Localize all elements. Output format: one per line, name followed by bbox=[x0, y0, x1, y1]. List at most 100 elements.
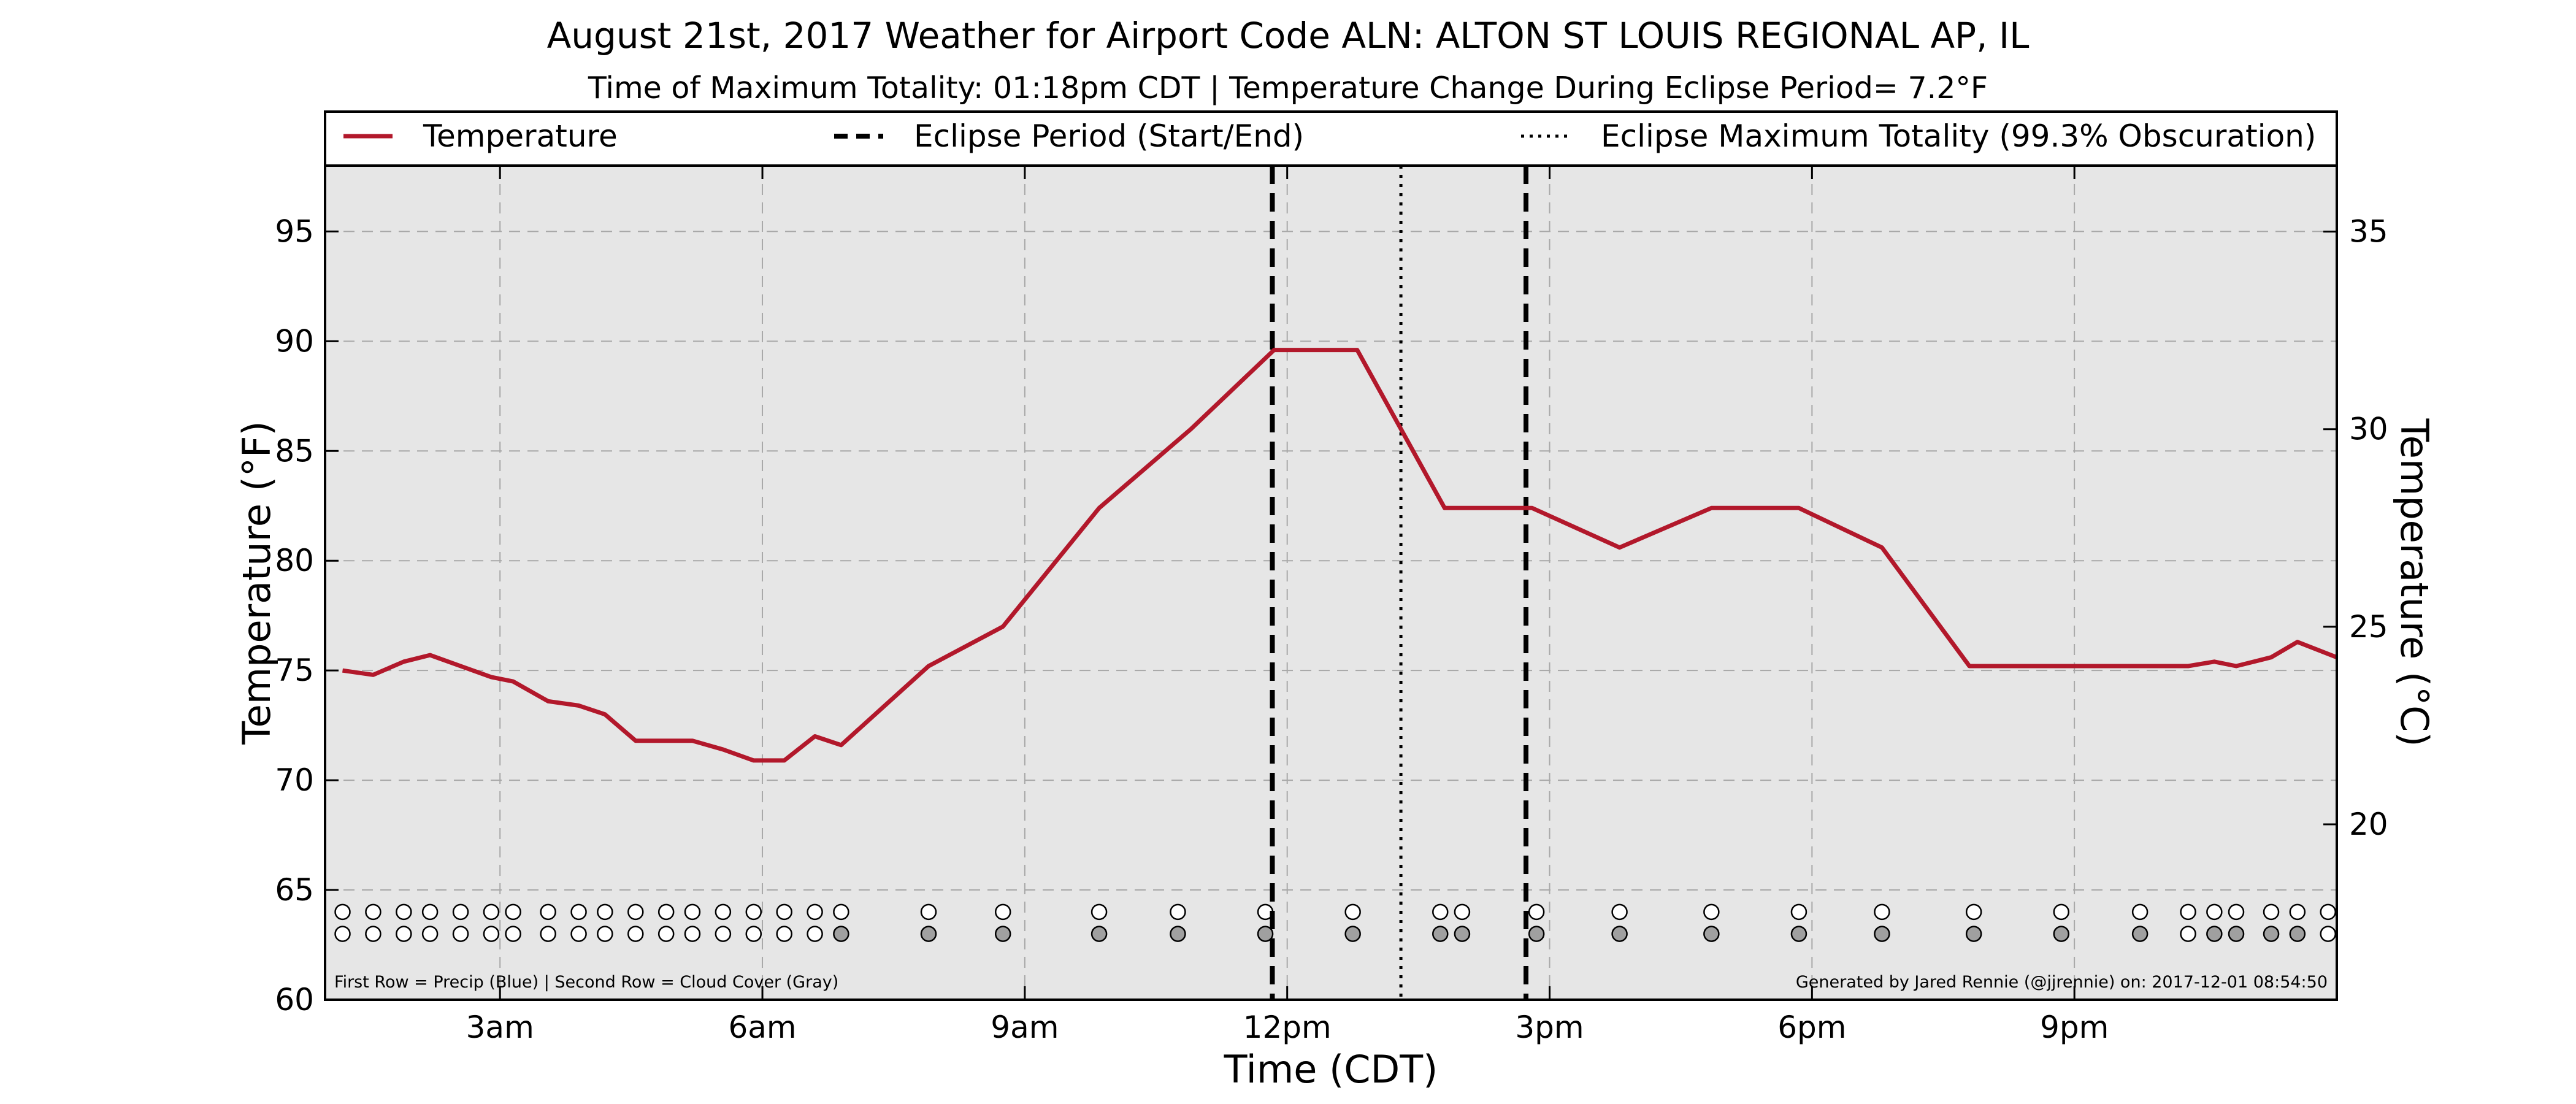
x-tick-label: 6am bbox=[728, 1010, 796, 1045]
precip-marker bbox=[627, 903, 644, 921]
chart-title: August 21st, 2017 Weather for Airport Co… bbox=[547, 15, 2030, 56]
cloud-cover-marker bbox=[540, 926, 556, 942]
cloud-cover-marker bbox=[2131, 926, 2149, 942]
y-right-tick-label: 35 bbox=[2349, 214, 2388, 250]
cloud-cover-marker bbox=[1611, 926, 1628, 942]
cloud-cover-marker bbox=[807, 926, 823, 942]
y-axis-label-left: Temperature (°F) bbox=[234, 421, 279, 745]
cloud-cover-marker bbox=[994, 926, 1011, 942]
cloud-cover-marker bbox=[833, 926, 849, 942]
precip-marker bbox=[570, 903, 587, 921]
cloud-cover-marker bbox=[1454, 926, 1471, 942]
cloud-cover-marker bbox=[1703, 926, 1720, 942]
precip-marker bbox=[776, 903, 792, 921]
legend-label-temperature: Temperature bbox=[423, 118, 618, 154]
footer-note-left: First Row = Precip (Blue) | Second Row =… bbox=[334, 973, 838, 992]
cloud-cover-marker bbox=[396, 926, 412, 942]
cloud-cover-marker bbox=[1965, 926, 1982, 942]
legend-label-eclipse-period: Eclipse Period (Start/End) bbox=[914, 118, 1304, 154]
precip-marker bbox=[1611, 903, 1628, 921]
cloud-cover-marker bbox=[1528, 926, 1545, 942]
y-tick-label: 80 bbox=[275, 543, 314, 578]
precip-marker bbox=[1874, 903, 1890, 921]
y-right-tick-label: 20 bbox=[2349, 807, 2388, 842]
cloud-cover-marker bbox=[2228, 926, 2245, 942]
cloud-cover-marker bbox=[776, 926, 792, 942]
precip-marker bbox=[334, 903, 351, 921]
temperature-series bbox=[342, 348, 2338, 763]
precip-marker bbox=[597, 903, 613, 921]
precip-marker bbox=[2206, 903, 2223, 921]
precip-marker bbox=[1344, 903, 1361, 921]
cloud-cover-marker bbox=[1432, 926, 1449, 942]
cloud-cover-marker bbox=[597, 926, 613, 942]
y-axis-label-right: Temperature (°C) bbox=[2392, 418, 2437, 746]
precip-marker bbox=[2263, 903, 2280, 921]
cloud-cover-marker bbox=[2289, 926, 2306, 942]
precip-marker bbox=[994, 903, 1011, 921]
cloud-cover-marker bbox=[1257, 926, 1274, 942]
x-tick-label: 3pm bbox=[1515, 1010, 1584, 1045]
precip-marker bbox=[2053, 903, 2070, 921]
precip-marker bbox=[483, 903, 500, 921]
y-right-tick-label: 25 bbox=[2349, 609, 2388, 645]
legend-label-eclipse-max: Eclipse Maximum Totality (99.3% Obscurat… bbox=[1601, 118, 2316, 154]
cloud-cover-marker bbox=[1790, 926, 1807, 942]
observation-markers bbox=[334, 903, 2336, 942]
precip-marker bbox=[1454, 903, 1471, 921]
cloud-cover-marker bbox=[745, 926, 762, 942]
y-tick-label: 70 bbox=[275, 762, 314, 798]
cloud-cover-marker bbox=[1091, 926, 1108, 942]
precip-marker bbox=[657, 903, 675, 921]
eclipse-lines bbox=[1270, 166, 1529, 1000]
cloud-cover-marker bbox=[1170, 926, 1186, 942]
y-tick-label: 75 bbox=[275, 653, 314, 688]
chart-subtitle: Time of Maximum Totality: 01:18pm CDT | … bbox=[588, 71, 1988, 105]
y-tick-label: 85 bbox=[275, 433, 314, 469]
precip-marker bbox=[2228, 903, 2245, 921]
cloud-cover-marker bbox=[505, 926, 521, 942]
temperature-line bbox=[342, 348, 2338, 763]
x-tick-label: 6pm bbox=[1777, 1010, 1846, 1045]
precip-marker bbox=[1091, 903, 1108, 921]
x-tick-label: 3am bbox=[466, 1010, 534, 1045]
cloud-cover-marker bbox=[627, 926, 644, 942]
cloud-cover-marker bbox=[1344, 926, 1361, 942]
y-tick-label: 60 bbox=[275, 982, 314, 1018]
x-axis-label: Time (CDT) bbox=[1224, 1047, 1438, 1092]
cloud-cover-marker bbox=[2263, 926, 2280, 942]
precip-marker bbox=[1965, 903, 1982, 921]
precip-marker bbox=[807, 903, 823, 921]
cloud-cover-marker bbox=[452, 926, 469, 942]
cloud-cover-marker bbox=[920, 926, 937, 942]
cloud-cover-marker bbox=[2206, 926, 2223, 942]
cloud-cover-marker bbox=[421, 926, 439, 942]
precip-marker bbox=[715, 903, 732, 921]
precip-marker bbox=[745, 903, 762, 921]
x-tick-label: 12pm bbox=[1243, 1010, 1332, 1045]
cloud-cover-marker bbox=[715, 926, 732, 942]
cloud-cover-marker bbox=[570, 926, 587, 942]
precip-marker bbox=[920, 903, 937, 921]
precip-marker bbox=[1528, 903, 1545, 921]
precip-marker bbox=[2320, 903, 2336, 921]
y-tick-label: 65 bbox=[275, 872, 314, 908]
footer-note-right: Generated by Jared Rennie (@jjrennie) on… bbox=[1796, 973, 2328, 992]
precip-marker bbox=[421, 903, 439, 921]
cloud-cover-marker bbox=[365, 926, 381, 942]
precip-marker bbox=[2131, 903, 2149, 921]
precip-marker bbox=[1432, 903, 1449, 921]
cloud-cover-marker bbox=[684, 926, 701, 942]
precip-marker bbox=[452, 903, 469, 921]
x-tick-label: 9pm bbox=[2040, 1010, 2109, 1045]
precip-marker bbox=[833, 903, 849, 921]
cloud-cover-marker bbox=[2180, 926, 2196, 942]
cloud-cover-marker bbox=[1874, 926, 1890, 942]
precip-marker bbox=[2289, 903, 2306, 921]
legend-box bbox=[324, 110, 2338, 167]
cloud-cover-marker bbox=[2320, 926, 2336, 942]
y-tick-label: 95 bbox=[275, 213, 314, 249]
x-tick-label: 9am bbox=[991, 1010, 1059, 1045]
cloud-cover-marker bbox=[2053, 926, 2070, 942]
